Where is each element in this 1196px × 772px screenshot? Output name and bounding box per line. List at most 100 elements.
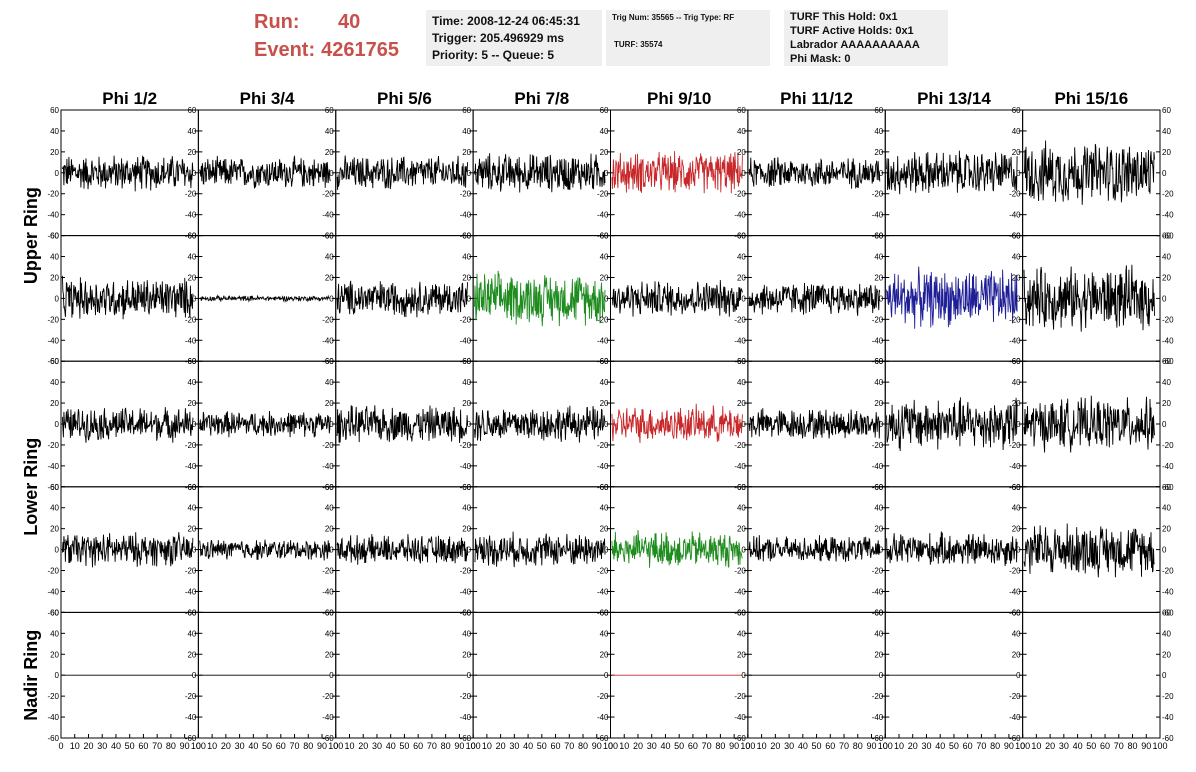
turf-text: TURF: 35574 <box>614 40 663 49</box>
y-tick-label: -40 <box>185 211 197 220</box>
y-tick-label: -40 <box>185 713 197 722</box>
y-tick-label: 0 <box>467 420 472 429</box>
waveform-panel: -60 -40 -20 0 20 40 60 <box>597 357 749 492</box>
y-tick-label: -60 <box>1162 608 1174 617</box>
run-event-block: Run: 40 Event: 4261765 <box>254 8 399 64</box>
x-tick-label: 40 <box>935 741 945 751</box>
time-text: Time: 2008-12-24 06:45:31 <box>432 14 580 28</box>
x-tick-label: 100 <box>328 741 343 751</box>
trig-num-text: Trig Num: 35565 -- Trig Type: RF <box>612 13 735 22</box>
waveform-trace <box>748 408 881 439</box>
waveform-trace <box>474 270 606 327</box>
y-tick-label: -60 <box>872 357 884 366</box>
y-tick-label: 60 <box>737 232 746 241</box>
x-tick-label: 40 <box>111 741 121 751</box>
waveform-trace <box>199 154 331 189</box>
y-tick-label: -20 <box>1009 692 1021 701</box>
y-tick-label: 60 <box>1162 483 1171 492</box>
y-tick-label: -20 <box>734 567 746 576</box>
y-tick-label: -60 <box>734 608 746 617</box>
x-tick-label: 40 <box>798 741 808 751</box>
waveform-panel: -60 -40 -20 0 20 40 60 <box>460 106 611 241</box>
waveform-panel: -60 -40 -20 0 20 40 60 <box>185 483 337 617</box>
x-tick-label: 30 <box>921 741 931 751</box>
waveform-trace <box>61 155 194 192</box>
y-tick-label: 40 <box>737 629 746 638</box>
y-tick-label: 20 <box>50 148 59 157</box>
y-tick-label: -20 <box>597 315 609 324</box>
y-tick-label: -60 <box>185 483 197 492</box>
column-title: Phi 3/4 <box>240 89 295 108</box>
x-tick-label: 0 <box>883 741 888 751</box>
y-tick-label: 20 <box>187 273 196 282</box>
waveform-trace <box>1023 523 1155 578</box>
y-tick-label: 40 <box>1162 127 1171 136</box>
waveform-trace <box>336 405 469 444</box>
y-tick-label: 60 <box>600 483 609 492</box>
y-tick-label: -20 <box>322 692 334 701</box>
y-tick-label: 60 <box>187 232 196 241</box>
y-tick-label: -40 <box>322 336 334 345</box>
y-tick-label: 40 <box>1012 504 1021 513</box>
y-tick-label: 40 <box>187 629 196 638</box>
y-tick-label: -60 <box>1162 357 1174 366</box>
y-tick-label: 20 <box>187 148 196 157</box>
y-tick-label: -60 <box>47 483 59 492</box>
waveform-panel: -60 -40 -20 0 20 40 60 <box>460 483 611 617</box>
y-tick-label: 60 <box>1012 106 1021 115</box>
y-tick-label: 20 <box>1012 650 1021 659</box>
y-tick-label: 40 <box>1162 629 1171 638</box>
y-tick-label: 60 <box>874 232 883 241</box>
waveform-trace <box>886 531 1018 567</box>
y-tick-label: 40 <box>600 127 609 136</box>
y-tick-label: 60 <box>187 483 196 492</box>
y-tick-label: 40 <box>462 504 471 513</box>
waveform-trace <box>748 535 881 562</box>
y-tick-label: 40 <box>737 378 746 387</box>
y-tick-label: -40 <box>734 587 746 596</box>
x-tick-label: 100 <box>191 741 206 751</box>
y-tick-label: 40 <box>50 629 59 638</box>
x-tick-label: 30 <box>1059 741 1069 751</box>
y-tick-label: -60 <box>47 734 59 743</box>
column-title: Phi 15/16 <box>1054 89 1128 108</box>
y-tick-label: -20 <box>185 441 197 450</box>
y-tick-label: -20 <box>734 441 746 450</box>
y-tick-label: -40 <box>322 713 334 722</box>
y-tick-label: 60 <box>1162 232 1171 241</box>
waveform-panel: -60 -40 -20 0 20 40 60 <box>734 357 886 492</box>
x-tick-label: 50 <box>125 741 135 751</box>
y-tick-label: 0 <box>467 169 472 178</box>
turf-hold-box: TURF This Hold: 0x1 TURF Active Holds: 0… <box>784 10 948 66</box>
x-tick-label: 60 <box>688 741 698 751</box>
x-tick-label: 80 <box>1128 741 1138 751</box>
x-tick-label: 60 <box>413 741 423 751</box>
y-tick-label: -40 <box>1009 462 1021 471</box>
x-tick-label: 70 <box>839 741 849 751</box>
y-tick-label: -20 <box>1162 567 1174 576</box>
y-tick-label: -20 <box>872 692 884 701</box>
waveform-trace <box>336 534 469 565</box>
y-tick-label: -40 <box>460 211 472 220</box>
waveform-panel: -60 -40 -20 0 20 40 60 <box>47 232 199 366</box>
x-tick-label: 20 <box>358 741 368 751</box>
y-tick-label: -60 <box>1009 357 1021 366</box>
x-tick-label: 30 <box>235 741 245 751</box>
y-tick-label: -40 <box>1009 336 1021 345</box>
column-title: Phi 5/6 <box>377 89 432 108</box>
y-tick-label: 0 <box>329 169 334 178</box>
y-tick-label: 60 <box>874 608 883 617</box>
waveform-trace <box>611 151 743 194</box>
priority-text: Priority: 5 -- Queue: 5 <box>432 48 555 62</box>
y-tick-label: -60 <box>460 483 472 492</box>
y-tick-label: 60 <box>600 232 609 241</box>
y-tick-label: -20 <box>185 567 197 576</box>
y-tick-label: 40 <box>1012 253 1021 262</box>
trigger-info-box: Time: 2008-12-24 06:45:31 Trigger: 205.4… <box>426 10 602 66</box>
y-tick-label: 0 <box>192 169 197 178</box>
panel-frame <box>1022 611 1161 739</box>
x-tick-label: 20 <box>221 741 231 751</box>
y-tick-label: -20 <box>460 190 472 199</box>
